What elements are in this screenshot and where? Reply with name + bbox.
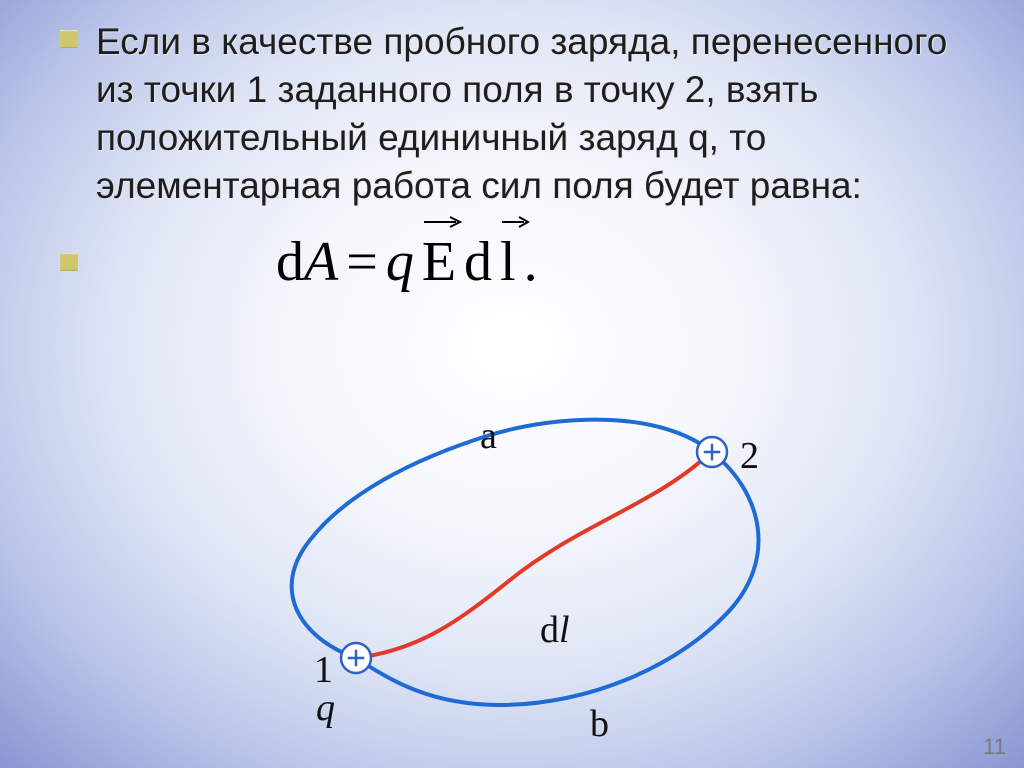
label-b: b — [590, 702, 609, 746]
label-q: q — [316, 686, 335, 730]
formula-d2: d — [464, 230, 492, 294]
paragraph-text: Если в качестве пробного заряда, перенес… — [96, 18, 964, 210]
formula-vec-E: E — [422, 230, 456, 294]
content: Если в качестве пробного заряда, перенес… — [60, 18, 964, 294]
label-dl: dl — [540, 608, 570, 652]
label-a: a — [480, 414, 497, 458]
arrow-right-icon — [500, 216, 530, 228]
diagram-svg — [260, 400, 780, 730]
formula-E: E — [422, 231, 456, 293]
label-node-2: 2 — [740, 434, 759, 478]
formula-A: A — [304, 231, 338, 293]
formula-eq: = — [346, 230, 378, 294]
formula-vec-l: l — [500, 230, 516, 294]
diagram: a b dl 1 2 q — [260, 400, 780, 730]
formula-l: l — [500, 231, 516, 293]
page-number: 11 — [983, 734, 1006, 760]
arrow-right-icon — [422, 216, 462, 228]
bullet-paragraph: Если в качестве пробного заряда, перенес… — [60, 18, 964, 210]
label-dl-d: d — [540, 609, 559, 651]
label-dl-l: l — [559, 609, 570, 651]
slide: Если в качестве пробного заряда, перенес… — [0, 0, 1024, 768]
bullet-marker-icon — [60, 30, 78, 48]
formula-q: q — [386, 230, 414, 294]
formula-d1: d — [276, 231, 304, 293]
bullet-marker-icon — [60, 253, 78, 271]
formula-row: dA = q E d l . — [60, 230, 964, 294]
formula: dA = q E d l . — [96, 230, 538, 294]
formula-dot: . — [524, 230, 538, 294]
